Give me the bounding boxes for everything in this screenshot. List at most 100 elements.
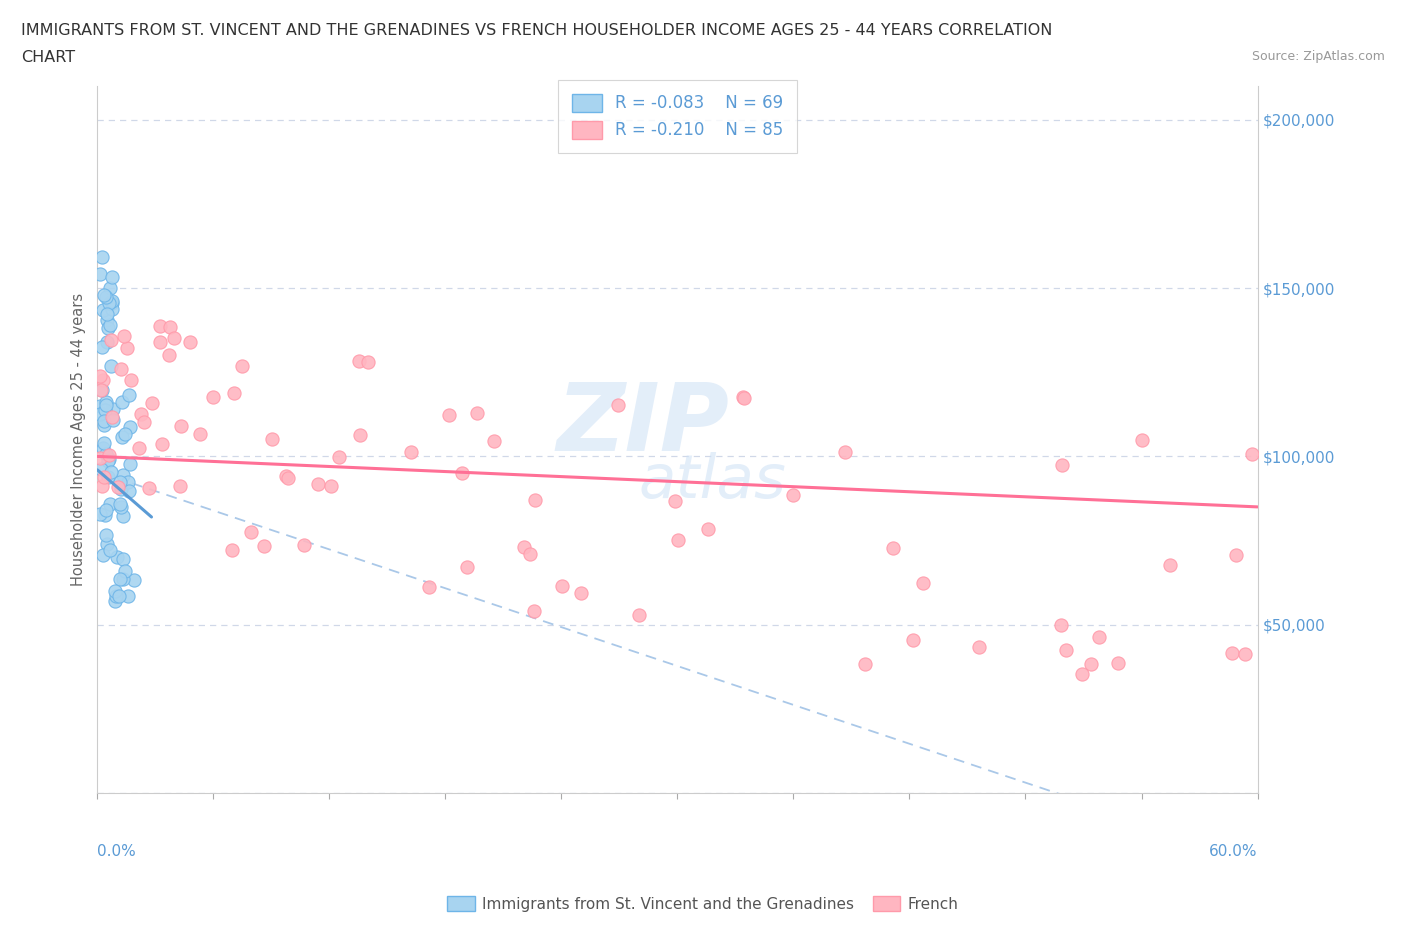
Point: [733, 391, 755, 405]
Point: [188, 427, 211, 442]
Point: [1107, 656, 1129, 671]
Point: [262, 432, 284, 446]
Point: [1050, 618, 1073, 632]
Point: [98, 295, 121, 310]
Point: [122, 572, 145, 587]
Point: [91, 339, 114, 354]
Legend: Immigrants from St. Vincent and the Grenadines, French: Immigrants from St. Vincent and the Gren…: [441, 889, 965, 918]
Point: [456, 560, 478, 575]
Point: [101, 413, 124, 428]
Point: [91, 383, 114, 398]
Point: [96, 537, 118, 551]
Point: [104, 593, 127, 608]
Legend: R = -0.083    N = 69, R = -0.210    N = 85: R = -0.083 N = 69, R = -0.210 N = 85: [558, 80, 797, 153]
Point: [627, 607, 650, 622]
Point: [1054, 643, 1077, 658]
Point: [731, 389, 754, 404]
Point: [96, 334, 118, 349]
Point: [1240, 446, 1263, 461]
Point: [571, 586, 593, 601]
Point: [202, 390, 225, 405]
Point: [664, 494, 686, 509]
Point: [89, 406, 111, 421]
Text: 0.0%: 0.0%: [97, 844, 136, 858]
Point: [911, 576, 934, 591]
Point: [100, 358, 122, 373]
Point: [112, 468, 135, 483]
Point: [179, 335, 201, 350]
Point: [94, 394, 117, 409]
Point: [666, 533, 689, 548]
Point: [90, 461, 112, 476]
Point: [94, 528, 117, 543]
Point: [277, 471, 299, 485]
Point: [93, 436, 115, 451]
Point: [524, 492, 547, 507]
Point: [357, 354, 380, 369]
Point: [105, 550, 128, 565]
Point: [98, 497, 121, 512]
Point: [1225, 548, 1247, 563]
Point: [96, 312, 118, 327]
Point: [108, 571, 131, 586]
Point: [107, 589, 129, 604]
Point: [89, 369, 111, 384]
Point: [231, 358, 253, 373]
Point: [104, 584, 127, 599]
Point: [111, 394, 134, 409]
Point: [114, 564, 136, 578]
Point: [399, 445, 422, 459]
Point: [467, 405, 489, 420]
Point: [98, 281, 121, 296]
Point: [696, 522, 718, 537]
Point: [115, 340, 138, 355]
Point: [91, 372, 114, 387]
Text: atlas: atlas: [638, 453, 786, 512]
Point: [157, 347, 180, 362]
Point: [129, 406, 152, 421]
Point: [253, 538, 276, 553]
Point: [97, 470, 120, 485]
Point: [439, 407, 461, 422]
Point: [98, 543, 121, 558]
Point: [149, 335, 172, 350]
Y-axis label: Householder Income Ages 25 - 44 years: Householder Income Ages 25 - 44 years: [72, 293, 86, 586]
Point: [111, 430, 134, 445]
Point: [90, 382, 112, 397]
Point: [118, 484, 141, 498]
Point: [98, 317, 121, 332]
Point: [1070, 667, 1092, 682]
Point: [1080, 657, 1102, 671]
Point: [94, 503, 117, 518]
Point: [100, 409, 122, 424]
Point: [118, 387, 141, 402]
Point: [118, 419, 141, 434]
Point: [101, 402, 124, 417]
Point: [240, 525, 263, 539]
Point: [606, 398, 628, 413]
Point: [111, 571, 134, 586]
Point: [91, 440, 114, 455]
Point: [93, 470, 115, 485]
Point: [141, 396, 163, 411]
Point: [110, 499, 132, 514]
Point: [91, 249, 114, 264]
Point: [901, 632, 924, 647]
Point: [97, 321, 120, 336]
Point: [149, 319, 172, 334]
Point: [513, 539, 536, 554]
Point: [110, 361, 132, 376]
Point: [418, 579, 440, 594]
Point: [328, 450, 350, 465]
Point: [450, 466, 472, 481]
Point: [1159, 557, 1181, 572]
Point: [117, 589, 139, 604]
Point: [221, 542, 243, 557]
Point: [121, 372, 143, 387]
Text: CHART: CHART: [21, 50, 75, 65]
Point: [138, 481, 160, 496]
Point: [97, 454, 120, 469]
Point: [101, 301, 124, 316]
Point: [834, 445, 856, 459]
Text: ZIP: ZIP: [557, 379, 730, 472]
